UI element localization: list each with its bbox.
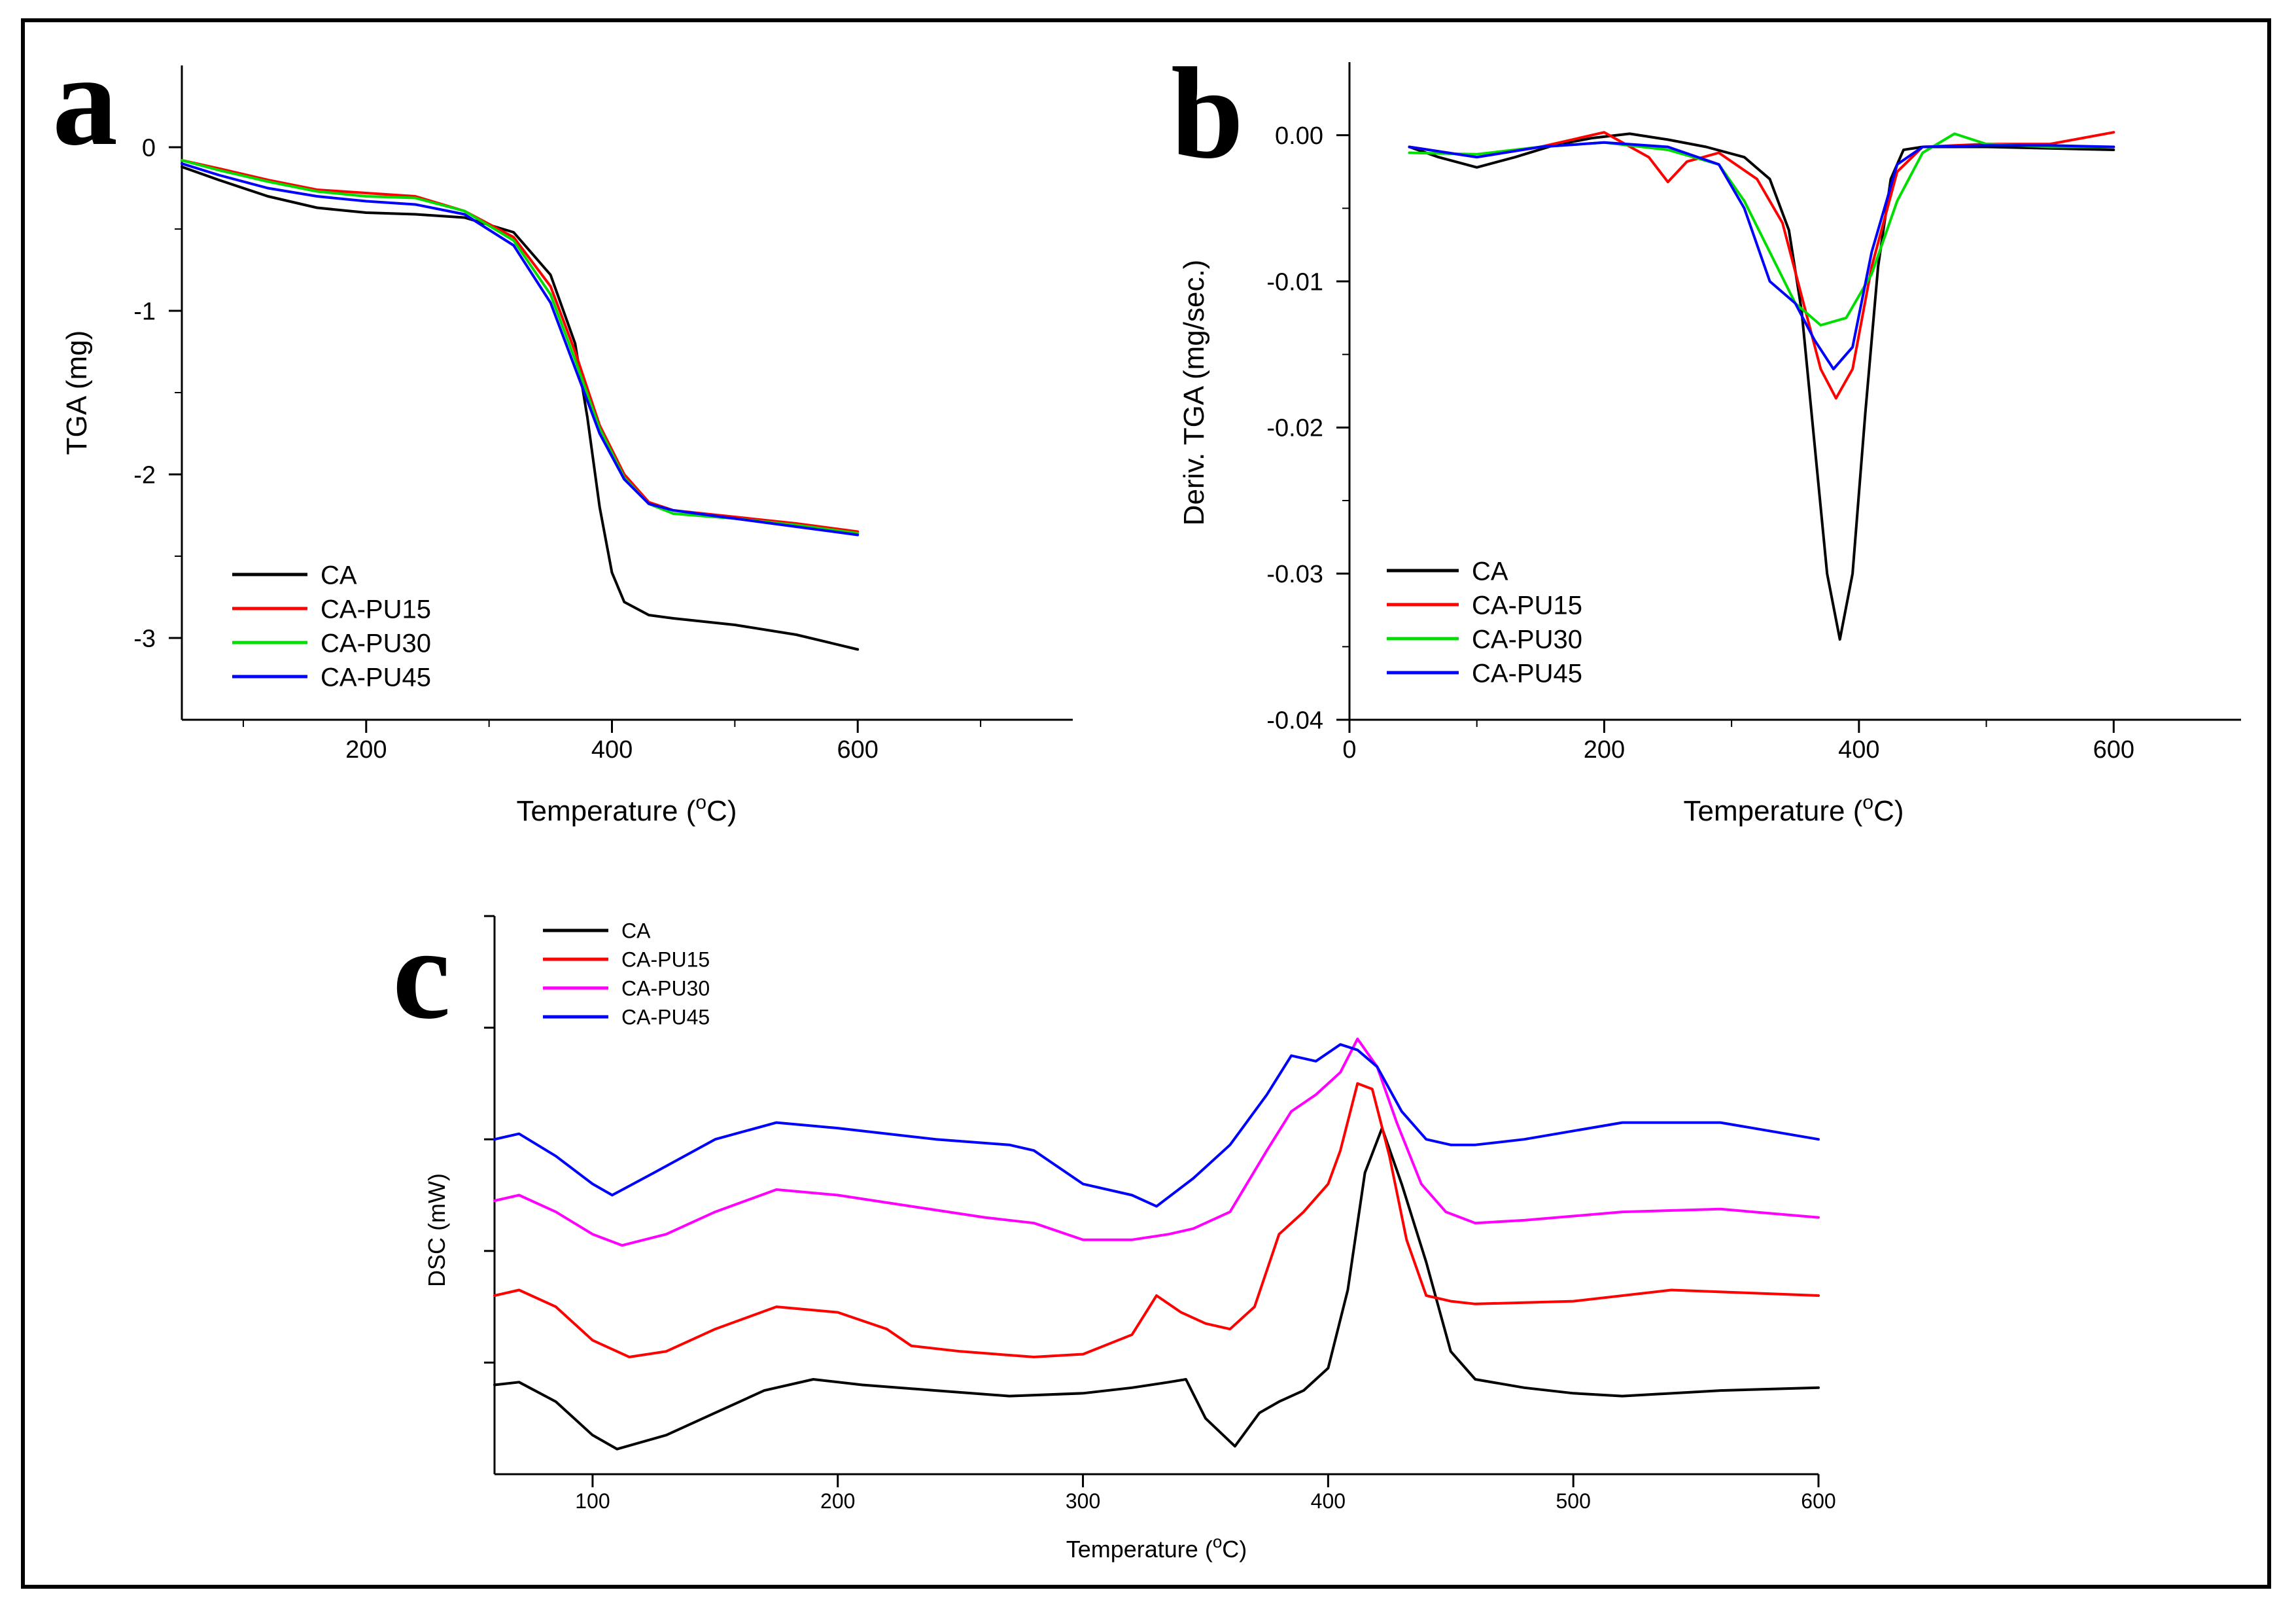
chart-c-x-tick-label: 200: [820, 1489, 855, 1513]
legend-label-ca-pu15: CA-PU15: [621, 948, 710, 972]
legend-label-ca-pu45: CA-PU45: [621, 1006, 710, 1029]
panel-label-b: b: [1171, 41, 1244, 186]
series-line-ca-pu30: [493, 1037, 1820, 1247]
chart-b-y-tick-label: -0.01: [1266, 268, 1323, 296]
chart-a-x-tick-label: 200: [345, 736, 387, 764]
chart-a-y-tick-label: 0: [142, 134, 156, 162]
legend-label-ca: CA: [621, 919, 651, 943]
chart-c-x-label: Temperature (oC): [1066, 1532, 1247, 1563]
chart-a-x-tick-label: 600: [837, 736, 878, 764]
series-line-ca-pu15: [181, 159, 860, 533]
figure-frame: [21, 18, 2271, 1589]
legend-label-ca-pu15: CA-PU15: [1472, 591, 1582, 620]
series-line-ca-pu45: [1408, 141, 2115, 370]
legend-label-ca-pu45: CA-PU45: [1472, 659, 1582, 688]
chart-a: 200 400 600 0 -1 -2 -3 Temperature (oC) TGA (…: [61, 65, 1073, 827]
chart-b-y-tick-label: 0.00: [1275, 122, 1323, 150]
chart-a-y-tick-label: -2: [133, 461, 156, 489]
legend-label-ca-pu45: CA-PU45: [321, 663, 431, 692]
series-line-ca-pu30: [181, 159, 860, 535]
legend-label-ca-pu30: CA-PU30: [1472, 625, 1582, 654]
chart-c: 100 200 300 400 500 600 Temperature (oC) DSC …: [423, 915, 1836, 1563]
panel-label-c: c: [392, 902, 451, 1046]
chart-b-x-tick-label: 600: [2093, 736, 2134, 764]
chart-c-x-tick-label: 400: [1311, 1489, 1346, 1513]
chart-c-y-label: DSC (mW): [423, 1173, 450, 1287]
chart-a-y-tick-label: -3: [133, 625, 156, 652]
chart-b-y-tick-label: -0.04: [1266, 707, 1323, 734]
legend-label-ca-pu30: CA-PU30: [621, 977, 710, 1000]
series-line-ca: [181, 166, 860, 651]
chart-b: 0 200 400 600 0.00 -0.01 -0.02 -0.03 -0.04 Temp…: [1178, 62, 2241, 827]
chart-a-x-label: Temperature (oC): [516, 792, 737, 827]
chart-c-x-tick-label: 600: [1801, 1489, 1835, 1513]
chart-b-y-label: Deriv. TGA (mg/sec.): [1178, 260, 1210, 526]
series-line-ca-pu30: [1408, 132, 2115, 327]
legend-label-ca-pu15: CA-PU15: [321, 595, 431, 624]
chart-b-y-tick-label: -0.02: [1266, 415, 1323, 442]
chart-a-y-tick-label: -1: [133, 298, 156, 325]
chart-c-x-tick-label: 500: [1556, 1489, 1590, 1513]
legend-label-ca: CA: [321, 561, 357, 590]
chart-a-x-tick-label: 400: [591, 736, 633, 764]
legend-label-ca-pu30: CA-PU30: [321, 629, 431, 658]
series-line-ca: [493, 1127, 1820, 1451]
series-line-ca-pu45: [181, 162, 860, 537]
chart-b-x-tick-label: 200: [1584, 736, 1625, 764]
chart-c-x-tick-label: 300: [1066, 1489, 1100, 1513]
chart-b-x-label: Temperature (oC): [1683, 792, 1904, 827]
series-line-ca-pu45: [493, 1043, 1820, 1208]
series-line-ca: [1408, 132, 2115, 641]
chart-b-x-tick-label: 400: [1838, 736, 1879, 764]
panel-label-a: a: [52, 28, 118, 173]
chart-b-x-tick-label: 0: [1342, 736, 1356, 764]
series-line-ca-pu15: [493, 1082, 1820, 1358]
chart-b-y-tick-label: -0.03: [1266, 561, 1323, 588]
legend-label-ca: CA: [1472, 557, 1508, 586]
chart-a-y-label: TGA (mg): [61, 330, 93, 455]
chart-c-x-tick-label: 100: [575, 1489, 610, 1513]
